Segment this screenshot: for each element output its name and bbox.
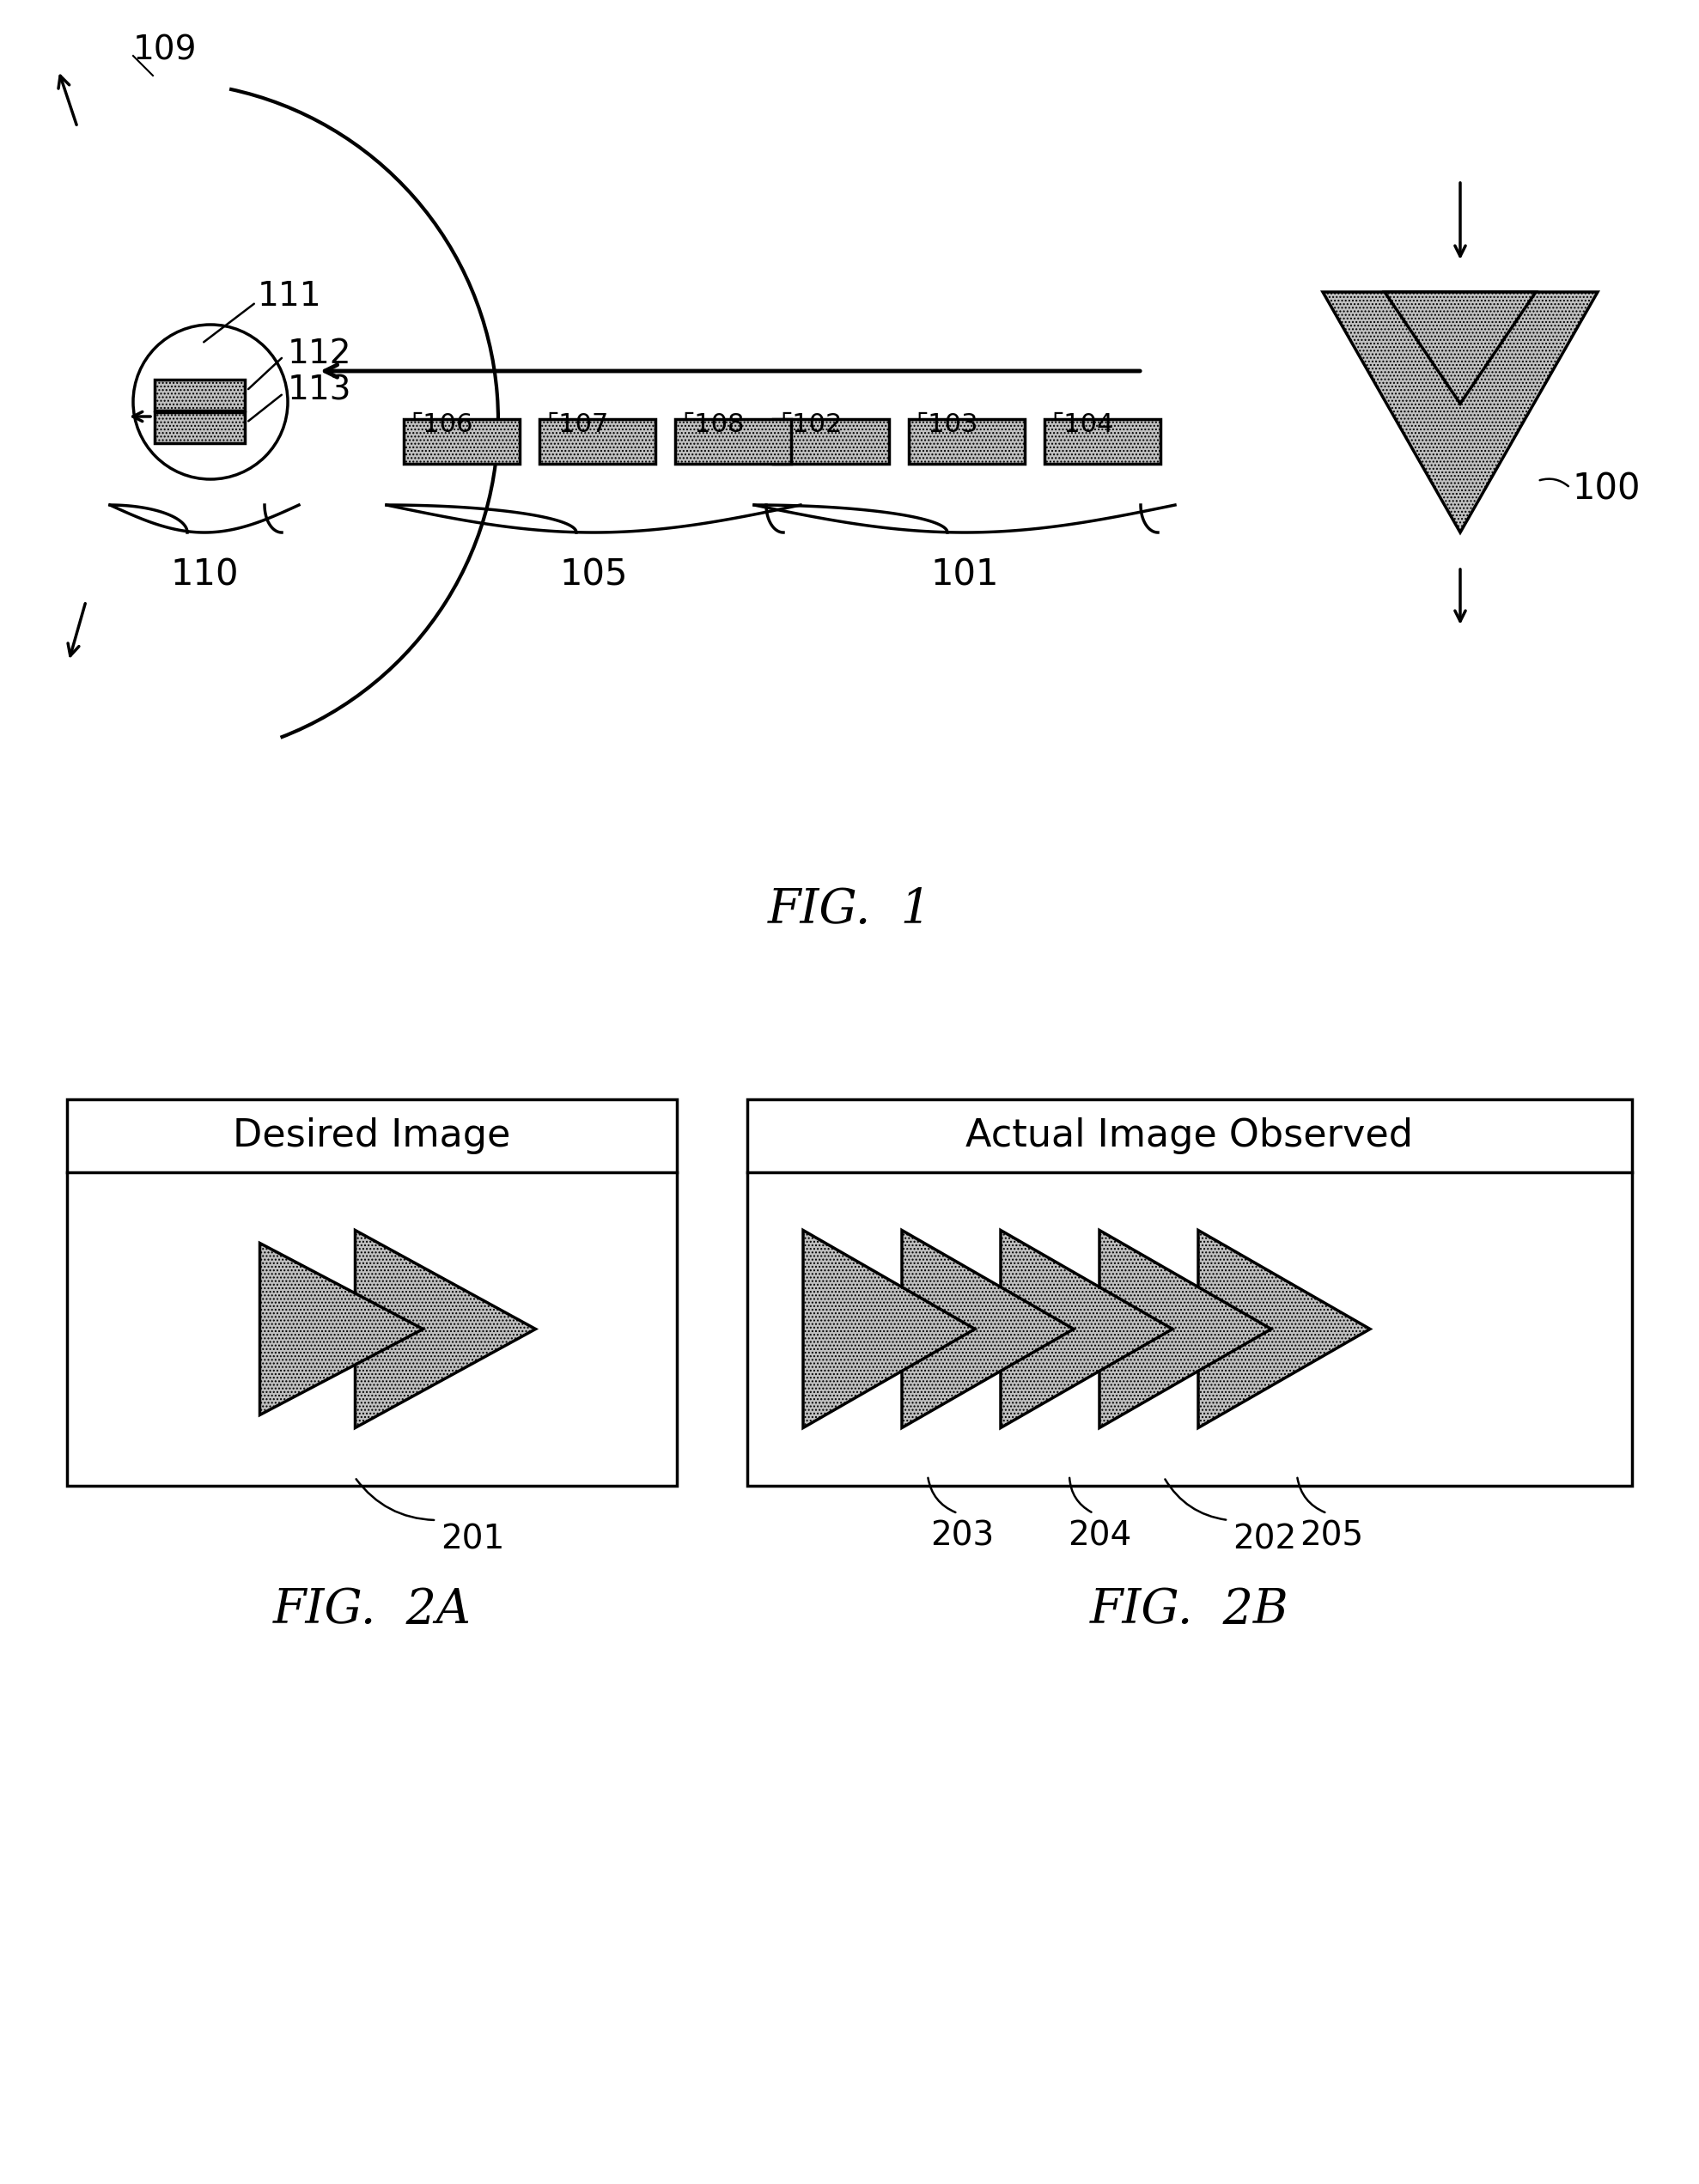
- Text: 112: 112: [287, 339, 352, 369]
- Bar: [539, 419, 656, 463]
- Text: 110: 110: [170, 557, 238, 592]
- Text: FIG.  1: FIG. 1: [768, 887, 931, 935]
- Text: Desired Image: Desired Image: [233, 1118, 511, 1155]
- Text: 111: 111: [258, 280, 321, 312]
- Text: Actual Image Observed: Actual Image Observed: [967, 1118, 1414, 1155]
- Text: 109: 109: [133, 33, 197, 66]
- Text: ⌜102: ⌜102: [780, 413, 843, 437]
- Bar: [1045, 419, 1160, 463]
- Text: ⌜104: ⌜104: [1052, 413, 1113, 437]
- Text: ⌜103: ⌜103: [916, 413, 979, 437]
- Text: FIG.  2B: FIG. 2B: [1091, 1588, 1290, 1634]
- Polygon shape: [355, 1230, 535, 1428]
- Text: 202: 202: [1232, 1522, 1296, 1555]
- Text: 205: 205: [1300, 1520, 1363, 1553]
- Text: ⌜108: ⌜108: [681, 413, 744, 437]
- Polygon shape: [902, 1230, 1074, 1428]
- Text: 101: 101: [931, 557, 999, 592]
- Polygon shape: [1001, 1230, 1172, 1428]
- Bar: [675, 419, 792, 463]
- Text: 113: 113: [287, 373, 352, 406]
- Polygon shape: [804, 1230, 975, 1428]
- Bar: [748, 1099, 1633, 1485]
- Bar: [404, 419, 520, 463]
- Polygon shape: [1324, 293, 1597, 533]
- Polygon shape: [260, 1243, 423, 1415]
- Text: 105: 105: [559, 557, 627, 592]
- Text: 204: 204: [1067, 1520, 1132, 1553]
- Text: ⌜106: ⌜106: [411, 413, 472, 437]
- Bar: [155, 413, 245, 443]
- Bar: [66, 1099, 676, 1485]
- Text: ⌜107: ⌜107: [547, 413, 608, 437]
- Bar: [909, 419, 1024, 463]
- Text: 203: 203: [929, 1520, 994, 1553]
- Text: 201: 201: [440, 1522, 505, 1555]
- Polygon shape: [1385, 293, 1536, 404]
- Bar: [773, 419, 889, 463]
- Text: 100: 100: [1572, 472, 1640, 507]
- Bar: [155, 380, 245, 411]
- Polygon shape: [1198, 1230, 1369, 1428]
- Polygon shape: [1099, 1230, 1271, 1428]
- Text: FIG.  2A: FIG. 2A: [274, 1588, 471, 1634]
